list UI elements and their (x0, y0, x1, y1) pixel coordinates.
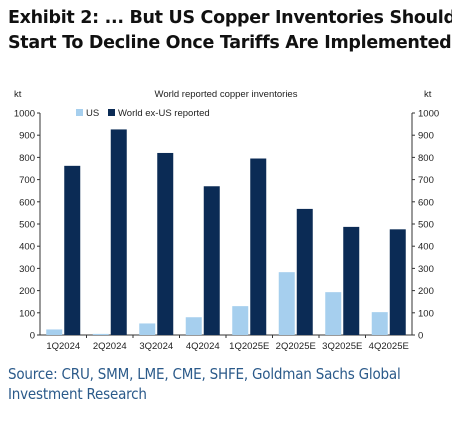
axes: 0 0 100 100 200 200 300 300 400 400 500 500 600 600 70… (14, 109, 439, 353)
bar-us (46, 329, 63, 335)
headline: Exhibit 2: ... But US Copper Inventories… (8, 6, 452, 56)
bar-us (232, 306, 249, 335)
source-line-2: Investment Research (8, 385, 147, 403)
left-tick-label: 800 (19, 153, 35, 164)
source-note: Source: CRU, SMM, LME, CME, SHFE, Goldma… (8, 364, 448, 404)
right-tick-label: 600 (418, 197, 434, 208)
right-tick-label: 0 (418, 331, 423, 342)
bar-us (278, 272, 295, 335)
left-tick-label: 700 (19, 175, 35, 186)
copper-inventory-chart: World reported copper inventories kt kt … (14, 89, 439, 353)
bar-world-ex-us (343, 226, 360, 335)
legend-label-us: US (86, 108, 99, 119)
category-label: 2Q2024 (93, 341, 127, 352)
left-tick-label: 200 (19, 286, 35, 297)
right-axis-unit: kt (424, 89, 432, 100)
bar-world-ex-us (389, 229, 406, 335)
bar-world-ex-us (64, 165, 81, 335)
category-label: 1Q2025E (229, 341, 269, 352)
left-tick-label: 100 (19, 308, 35, 319)
right-tick-label: 700 (418, 175, 434, 186)
right-tick-label: 300 (418, 264, 434, 275)
source-line-1: Source: CRU, SMM, LME, CME, SHFE, Goldma… (8, 365, 401, 383)
bar-world-ex-us (250, 158, 267, 335)
right-tick-label: 500 (418, 220, 434, 231)
left-tick-label: 900 (19, 131, 35, 142)
left-tick-label: 500 (19, 220, 35, 231)
bars (46, 129, 406, 335)
legend-swatch-world (108, 109, 115, 116)
right-tick-label: 900 (418, 131, 434, 142)
bar-us (185, 317, 202, 335)
right-tick-label: 100 (418, 308, 434, 319)
bar-world-ex-us (296, 208, 313, 335)
legend-swatch-us (76, 109, 83, 116)
category-label: 4Q2024 (186, 341, 220, 352)
headline-line-1: Exhibit 2: ... But US Copper Inventories… (8, 8, 452, 28)
right-tick-label: 800 (418, 153, 434, 164)
category-label: 1Q2024 (46, 341, 80, 352)
category-label: 2Q2025E (276, 341, 316, 352)
bar-us (325, 292, 342, 335)
headline-line-2: Start To Decline Once Tariffs Are Implem… (8, 33, 452, 53)
chart-title: World reported copper inventories (155, 89, 298, 100)
left-tick-label: 1000 (14, 109, 35, 120)
legend: US World ex-US reported (76, 108, 210, 119)
bar-us (139, 323, 156, 335)
right-tick-label: 1000 (418, 109, 439, 120)
right-tick-label: 200 (418, 286, 434, 297)
bar-us (371, 312, 388, 335)
bar-us (92, 333, 109, 335)
category-label: 4Q2025E (369, 341, 409, 352)
bar-world-ex-us (203, 186, 220, 335)
left-tick-label: 0 (30, 331, 35, 342)
bar-world-ex-us (110, 129, 127, 335)
bar-world-ex-us (157, 152, 174, 335)
left-tick-label: 400 (19, 242, 35, 253)
right-tick-label: 400 (418, 242, 434, 253)
left-tick-label: 300 (19, 264, 35, 275)
left-axis-unit: kt (14, 89, 22, 100)
category-label: 3Q2024 (139, 341, 173, 352)
category-label: 3Q2025E (322, 341, 362, 352)
legend-label-world: World ex-US reported (118, 108, 210, 119)
left-tick-label: 600 (19, 197, 35, 208)
